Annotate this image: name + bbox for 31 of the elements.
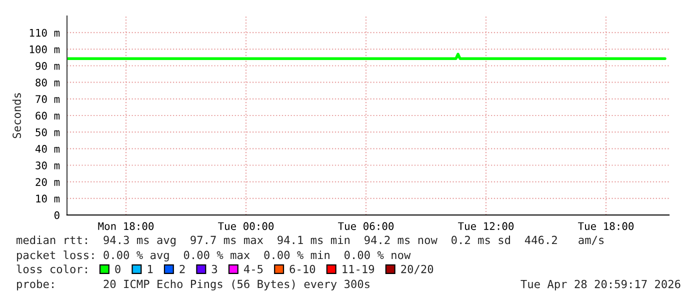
legend-label: 3 [212,264,218,274]
x-tick-label: Tue 00:00 [218,222,274,230]
legend-label: 6-10 [290,264,316,274]
y-tick-label: 60 m [36,112,60,120]
x-tick-label: Mon 18:00 [98,222,154,230]
legend-label: 11-19 [342,264,374,274]
text: packet loss: 0.00 % avg 0.00 % max 0.00 % min 0.00 % now [17,250,411,262]
legend-label: 0 [115,264,120,274]
legend-label: 2 [180,264,185,274]
x-tick-label: Tue 18:00 [578,222,634,230]
y-tick-label: 80 m [36,78,60,86]
y-tick-label: 90 m [36,62,60,70]
text: Tue Apr 28 20:59:17 2026 [520,280,680,290]
y-tick-label: 30 m [36,162,60,170]
text: median rtt: 94.3 ms avg 97.7 ms max 94.1 ms min 94.2 ms now 0.2 ms sd 446.2 am/s [16,236,604,246]
y-tick-label: 0 [54,211,60,220]
y-tick-label: 70 m [36,95,60,104]
legend-title: loss color: [16,264,87,274]
legend-label: 4-5 [244,264,263,274]
y-tick-label: 110 m [30,28,60,37]
x-tick-label: Tue 12:00 [458,222,514,230]
y-tick-label: 20 m [36,178,60,186]
y-axis-title: Seconds [12,93,21,138]
y-tick-label: 100 m [30,45,60,54]
x-tick-label: Tue 06:00 [338,222,394,230]
y-tick-label: 50 m [36,128,60,136]
y-tick-label: 40 m [35,144,60,153]
text: probe: 20 ICMP Echo Pings (56 Bytes) every 300s [17,280,370,290]
y-tick-label: 10 m [36,194,60,203]
legend-label: 20/20 [401,264,434,274]
legend-label: 1 [148,264,153,274]
